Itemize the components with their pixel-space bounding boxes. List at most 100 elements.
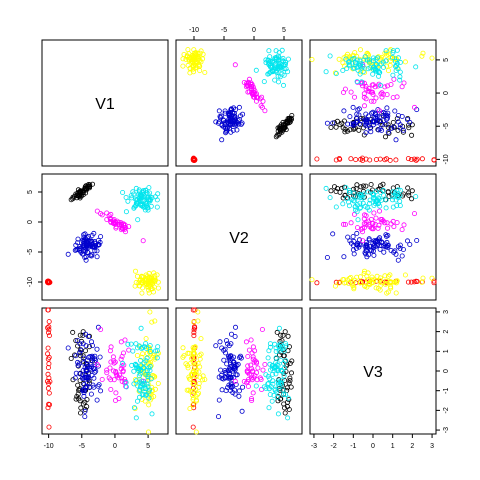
point-yellow xyxy=(190,372,196,378)
x-tick-label-v3: -1 xyxy=(350,443,356,450)
point-yellow xyxy=(190,60,196,66)
point-cyan xyxy=(346,187,352,193)
point-blue xyxy=(377,114,383,120)
point-yellow xyxy=(193,50,199,56)
point-cyan xyxy=(147,363,153,369)
point-cyan xyxy=(253,67,259,73)
point-magenta xyxy=(245,353,251,359)
point-blue xyxy=(363,121,369,127)
point-blue xyxy=(65,251,71,257)
point-yellow xyxy=(388,285,394,291)
point-blue xyxy=(94,248,100,254)
point-red xyxy=(431,280,437,286)
point-cyan xyxy=(266,48,272,54)
point-cyan xyxy=(129,195,135,201)
point-yellow xyxy=(189,355,195,361)
point-yellow xyxy=(385,273,391,279)
point-blue xyxy=(351,251,357,257)
point-magenta xyxy=(108,344,114,350)
point-yellow xyxy=(146,290,152,296)
point-magenta xyxy=(340,221,346,227)
point-black xyxy=(288,370,294,376)
point-blue xyxy=(345,234,351,240)
point-yellow xyxy=(190,402,196,408)
point-blue xyxy=(82,365,88,371)
point-yellow xyxy=(136,280,142,286)
point-cyan xyxy=(154,204,160,210)
point-cyan xyxy=(132,362,138,368)
point-cyan xyxy=(378,61,384,67)
point-blue xyxy=(362,250,368,256)
panel-v1-v1 xyxy=(41,39,169,167)
top-tick-label-v2: 5 xyxy=(282,27,286,34)
point-black xyxy=(79,193,85,199)
point-magenta xyxy=(255,365,261,371)
point-cyan xyxy=(139,381,145,387)
point-blue xyxy=(240,384,246,390)
point-cyan xyxy=(380,192,386,198)
point-blue xyxy=(222,346,228,352)
point-cyan xyxy=(275,367,281,373)
point-blue xyxy=(234,127,240,133)
point-cyan xyxy=(149,195,155,201)
point-yellow xyxy=(190,368,196,374)
right-tick-label-v3: -2 xyxy=(443,407,450,413)
point-cyan xyxy=(346,199,352,205)
point-magenta xyxy=(260,98,266,104)
point-yellow xyxy=(371,277,377,283)
point-blue xyxy=(65,345,71,351)
point-magenta xyxy=(123,225,129,231)
point-yellow xyxy=(184,54,190,60)
point-yellow xyxy=(190,396,196,402)
point-blue xyxy=(216,397,222,403)
point-cyan xyxy=(131,381,137,387)
point-black xyxy=(378,183,384,189)
point-red xyxy=(353,157,359,163)
point-magenta xyxy=(104,370,110,376)
point-red xyxy=(46,390,52,396)
point-magenta xyxy=(249,397,255,403)
point-blue xyxy=(239,408,245,414)
point-cyan xyxy=(394,63,400,69)
point-yellow xyxy=(132,268,138,274)
point-magenta xyxy=(370,220,376,226)
point-magenta xyxy=(399,227,405,233)
point-magenta xyxy=(376,208,382,214)
point-yellow xyxy=(190,63,196,69)
point-magenta xyxy=(411,104,417,110)
point-magenta xyxy=(250,356,256,362)
point-yellow xyxy=(197,68,203,74)
point-yellow xyxy=(193,429,199,435)
point-blue xyxy=(84,239,90,245)
point-cyan xyxy=(397,193,403,199)
point-magenta xyxy=(379,90,385,96)
right-tick-label-v3: 0 xyxy=(443,369,450,373)
diagonal-label-v3: V3 xyxy=(363,364,383,381)
point-cyan xyxy=(265,58,271,64)
point-black xyxy=(394,116,400,122)
point-blue xyxy=(93,368,99,374)
point-cyan xyxy=(357,63,363,69)
point-blue xyxy=(407,241,413,247)
point-blue xyxy=(94,397,100,403)
point-yellow xyxy=(384,290,390,296)
point-yellow xyxy=(142,280,148,286)
point-yellow xyxy=(155,285,161,291)
point-cyan xyxy=(138,201,144,207)
point-blue xyxy=(90,343,96,349)
point-blue xyxy=(400,246,406,252)
point-cyan xyxy=(275,63,281,69)
point-cyan xyxy=(397,59,403,65)
point-cyan xyxy=(380,64,386,70)
y-tick-label-v2: 0 xyxy=(27,220,34,224)
point-yellow xyxy=(185,350,191,356)
point-cyan xyxy=(351,190,357,196)
point-magenta xyxy=(111,360,117,366)
point-magenta xyxy=(384,83,390,89)
point-yellow xyxy=(332,283,338,289)
point-yellow xyxy=(195,309,201,315)
point-blue xyxy=(397,125,403,131)
point-red xyxy=(431,157,437,163)
point-cyan xyxy=(279,367,285,373)
point-cyan xyxy=(268,384,274,390)
